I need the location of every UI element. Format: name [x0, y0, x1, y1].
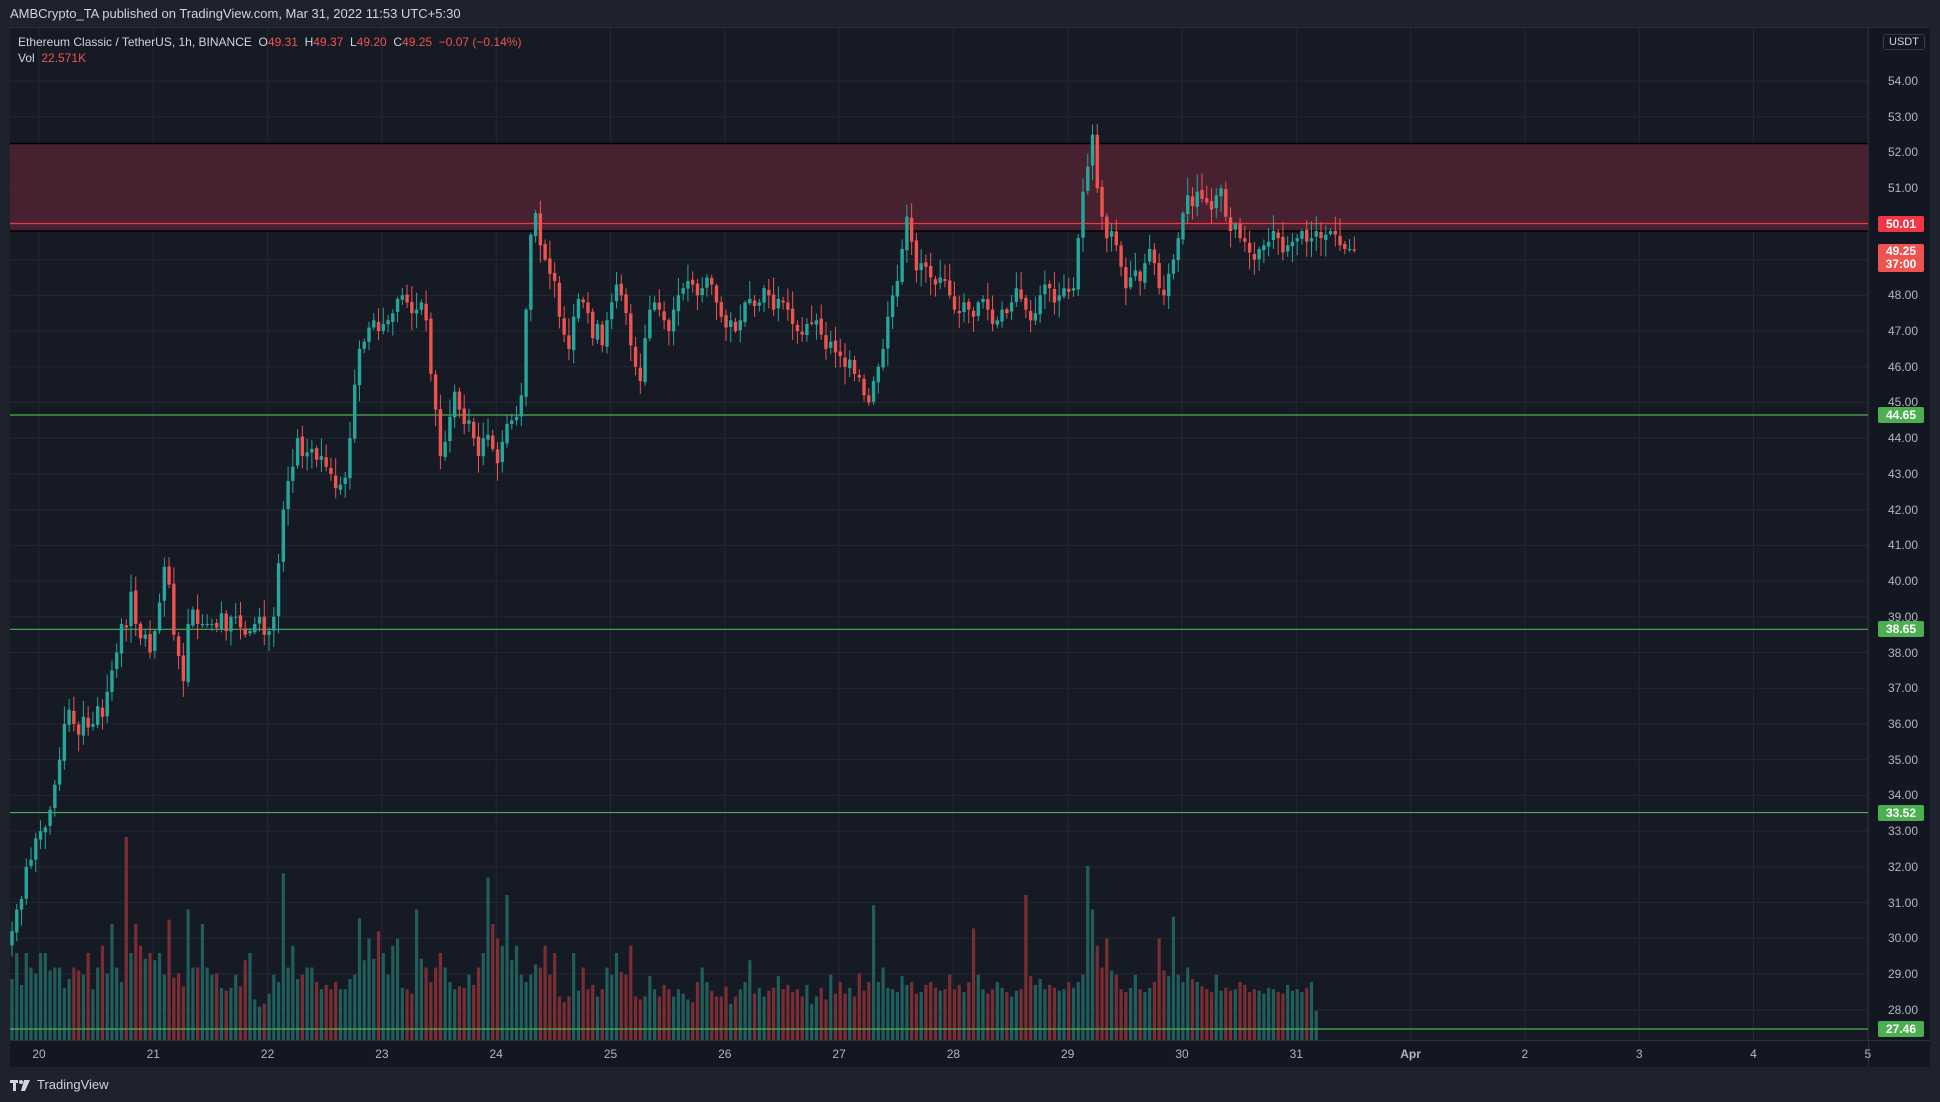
- time-tick: 21: [146, 1047, 160, 1061]
- price-tick: 47.00: [1888, 324, 1919, 339]
- time-tick: 31: [1289, 1047, 1303, 1061]
- chart-plot-area[interactable]: [10, 28, 1868, 1040]
- price-tick: 33.00: [1888, 824, 1919, 839]
- support-label-2: 38.65: [1878, 621, 1924, 638]
- price-tick: 31.00: [1888, 895, 1919, 910]
- published-caption: AMBCrypto_TA published on TradingView.co…: [10, 6, 461, 21]
- time-tick: 2: [1521, 1047, 1529, 1061]
- price-tick: 28.00: [1888, 1002, 1919, 1017]
- ohlc-row: Ethereum Classic / TetherUS, 1h, BINANCE…: [18, 35, 522, 49]
- bar-countdown: 37:00: [1885, 256, 1917, 271]
- tradingview-logo[interactable]: TradingView: [10, 1077, 109, 1092]
- time-tick: 28: [946, 1047, 961, 1061]
- symbol-name[interactable]: Ethereum Classic / TetherUS, 1h, BINANCE: [18, 35, 252, 49]
- price-tick: 37.00: [1888, 681, 1919, 696]
- time-tick: 5: [1864, 1047, 1872, 1061]
- price-tick: 38.00: [1888, 645, 1919, 660]
- price-tick: 48.00: [1888, 288, 1919, 303]
- candlestick-chart[interactable]: [10, 28, 1868, 1040]
- change-value: −0.07 (−0.14%): [438, 35, 522, 49]
- axis-corner: [1868, 1040, 1930, 1067]
- volume-row: Vol 22.571K: [18, 51, 87, 65]
- time-tick: 27: [832, 1047, 846, 1061]
- price-axis[interactable]: [1868, 28, 1930, 1040]
- time-tick: 25: [603, 1047, 618, 1061]
- high-value: 49.37: [313, 35, 344, 49]
- price-tick: 54.00: [1888, 74, 1919, 88]
- price-tick: 42.00: [1888, 502, 1919, 517]
- time-tick: 22: [260, 1047, 275, 1061]
- price-tick: 43.00: [1888, 466, 1919, 481]
- time-tick: 29: [1061, 1047, 1075, 1061]
- time-axis[interactable]: [10, 1040, 1868, 1067]
- time-tick: Apr: [1400, 1047, 1421, 1061]
- last-price-label: 49.25 37:00: [1878, 243, 1924, 272]
- time-tick: 20: [32, 1047, 46, 1061]
- price-tick: 44.00: [1888, 431, 1919, 446]
- price-tick: 40.00: [1888, 574, 1919, 589]
- time-tick: 4: [1750, 1047, 1757, 1061]
- time-tick: 26: [718, 1047, 732, 1061]
- currency-button[interactable]: USDT: [1883, 34, 1925, 50]
- price-tick: 29.00: [1888, 967, 1919, 981]
- price-tick: 45.00: [1888, 395, 1919, 410]
- price-tick: 52.00: [1888, 145, 1919, 160]
- volume-value: 22.571K: [41, 51, 87, 65]
- support-label-1: 44.65: [1878, 406, 1924, 423]
- price-tick: 53.00: [1888, 109, 1919, 124]
- price-tick: 32.00: [1888, 859, 1919, 874]
- price-tick: 51.00: [1888, 181, 1919, 196]
- support-label-4: 27.46: [1878, 1021, 1924, 1037]
- support-label-3: 33.52: [1878, 804, 1924, 821]
- low-value: 49.20: [356, 35, 387, 49]
- tradingview-logo-icon: [10, 1079, 30, 1091]
- resistance-price-label: 50.01: [1878, 215, 1924, 232]
- close-value: 49.25: [402, 35, 433, 49]
- time-tick: 23: [375, 1047, 389, 1061]
- chart-legend: Ethereum Classic / TetherUS, 1h, BINANCE…: [18, 34, 521, 66]
- price-tick: 34.00: [1888, 788, 1919, 803]
- price-tick: 46.00: [1888, 359, 1919, 374]
- price-tick: 36.00: [1888, 716, 1919, 731]
- time-tick: 24: [489, 1047, 503, 1061]
- price-tick: 30.00: [1888, 931, 1919, 946]
- time-tick: 30: [1175, 1047, 1189, 1061]
- price-tick: 35.00: [1888, 752, 1919, 767]
- time-tick: 3: [1635, 1047, 1643, 1061]
- price-tick: 41.00: [1888, 538, 1919, 553]
- open-value: 49.31: [267, 35, 298, 49]
- price-tick: 39.00: [1888, 609, 1919, 624]
